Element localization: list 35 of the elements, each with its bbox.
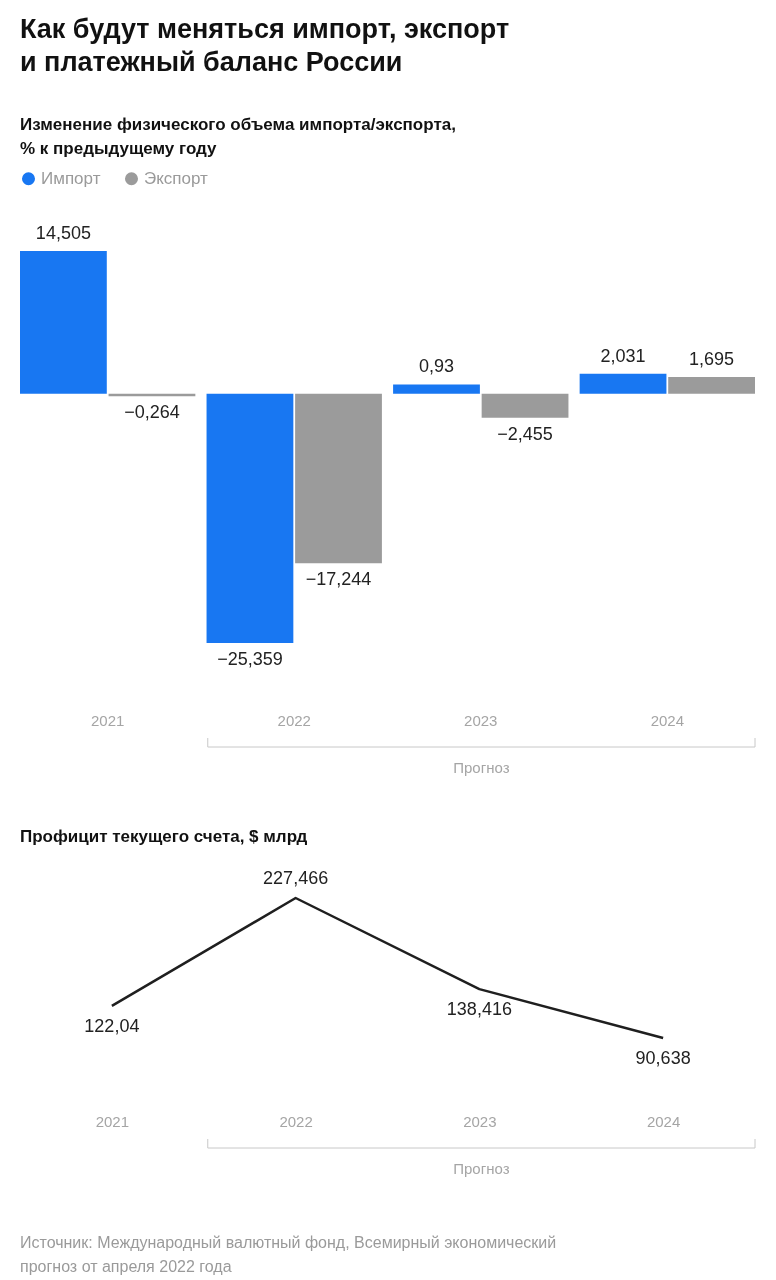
chart-title: Профицит текущего счета, $ млрд <box>20 827 308 846</box>
text: Источник: Международный валютный фонд, Всемирный экономический прогноз от апреля 2022 года <box>19 1233 558 1277</box>
data-label: −17,244 <box>305 569 372 590</box>
data-label: 122,04 <box>84 1015 140 1036</box>
data-label: 90,638 <box>635 1048 691 1068</box>
bar <box>295 393 382 564</box>
x-tick-label: 2021 <box>95 1112 130 1130</box>
chart-title: Как будут меняться импорт, экспорт и платежный баланс России <box>20 14 510 77</box>
chart-subtitle: Изменение физического объема импорта/экспорта, % к предыдущему году <box>20 115 456 158</box>
data-label: 14,505 <box>35 223 91 243</box>
data-label: 0,93 <box>418 356 455 377</box>
x-tick-label: 2022 <box>277 711 311 729</box>
data-label: −25,359 <box>217 649 283 669</box>
x-tick-label: 2024 <box>646 1112 681 1130</box>
x-tick-label: 2023 <box>464 711 498 729</box>
x-tick-label: 2023 <box>463 1112 497 1130</box>
bar <box>481 393 569 418</box>
data-label: −0,264 <box>124 402 180 423</box>
data-label: −2,455 <box>497 423 553 444</box>
data-label: 138,416 <box>446 999 512 1020</box>
x-tick-label: 2024 <box>650 711 685 729</box>
bar <box>393 384 480 394</box>
bar <box>20 251 107 394</box>
data-label: 1,695 <box>689 348 735 369</box>
bar <box>579 373 667 394</box>
legend-label: Импорт <box>41 168 101 188</box>
bar <box>206 393 294 643</box>
legend-label: Экспорт <box>144 168 209 188</box>
data-label: 2,031 <box>600 345 646 366</box>
x-tick-label: 2022 <box>279 1112 313 1130</box>
data-label: 227,466 <box>263 868 329 888</box>
text: Прогноз <box>453 759 510 776</box>
bar <box>668 376 755 394</box>
text: Прогноз <box>453 1160 510 1177</box>
x-tick-label: 2021 <box>90 711 125 729</box>
